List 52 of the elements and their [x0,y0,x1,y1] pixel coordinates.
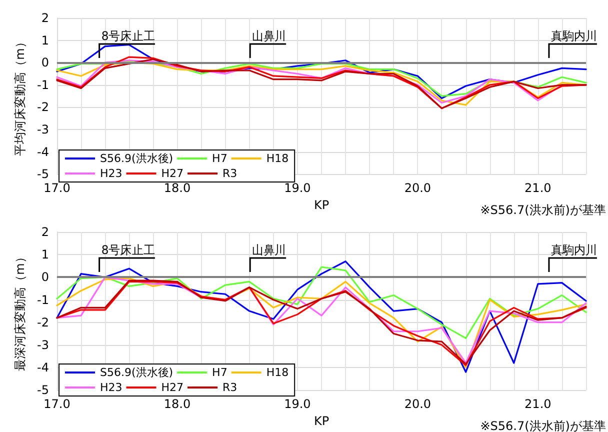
annotation: 山鼻川 [252,29,288,43]
annotation: 8号床止工 [101,29,157,43]
y-tick-label: -4 [37,360,49,375]
annotation: 8号床止工 [101,243,157,257]
y-axis-title: 平均河床変動高（m） [13,36,28,156]
y-tick-label: -1 [37,78,49,92]
legend-label: H27 [161,381,184,394]
y-tick-label: -3 [37,338,49,352]
x-tick-label: 17.0 [44,181,70,196]
y-tick-label: 2 [41,11,49,25]
y-tick-label: 1 [41,33,49,48]
annotation: 真駒内川 [550,243,599,257]
annotation: 真駒内川 [550,29,599,43]
y-tick-label: -2 [37,100,49,114]
y-tick-label: 0 [41,56,49,70]
x-tick-label: 17.0 [44,397,70,412]
y-tick-label: 2 [41,225,49,239]
y-tick-label: -2 [37,315,49,330]
x-tick-label: 18.0 [164,397,191,412]
text: ※S56.7(洪水前)が基準 [480,419,606,432]
legend-label: H7 [212,152,228,165]
y-tick-label: 1 [41,248,49,262]
y-tick-label: -3 [37,122,49,136]
x-tick-label: 21.0 [524,397,552,412]
x-tick-label: 19.0 [284,397,311,412]
legend-label: H18 [266,366,289,379]
legend-label: R3 [222,381,238,394]
legend-label: R3 [222,167,238,180]
y-tick-label: 0 [41,270,49,284]
x-tick-label: 20.0 [404,397,432,412]
y-axis-title: 最深河床変動高（m） [13,251,28,371]
legend-label: H18 [266,152,289,165]
x-axis-title: KP [314,414,330,428]
y-tick-label: -5 [37,167,49,182]
legend-label: H23 [100,167,122,180]
annotation: 山鼻川 [252,243,288,257]
y-tick-label: -4 [37,144,49,159]
legend-label: H23 [100,381,122,394]
y-tick-label: -5 [37,383,49,398]
line-series [56,60,587,97]
y-tick-label: -1 [37,292,49,307]
x-axis-title: KP [314,198,330,212]
x-tick-label: 18.0 [164,181,191,196]
text: ※S56.7(洪水前)が基準 [480,203,606,217]
x-tick-label: 21.0 [524,181,552,196]
line-series [56,266,587,339]
x-tick-label: 20.0 [404,181,432,196]
legend-label: H27 [161,167,184,180]
x-tick-label: 19.0 [284,181,311,196]
legend-label: H7 [212,366,228,379]
legend-label: S56.9(洪水後) [100,152,174,165]
legend-label: S56.9(洪水後) [100,366,174,379]
